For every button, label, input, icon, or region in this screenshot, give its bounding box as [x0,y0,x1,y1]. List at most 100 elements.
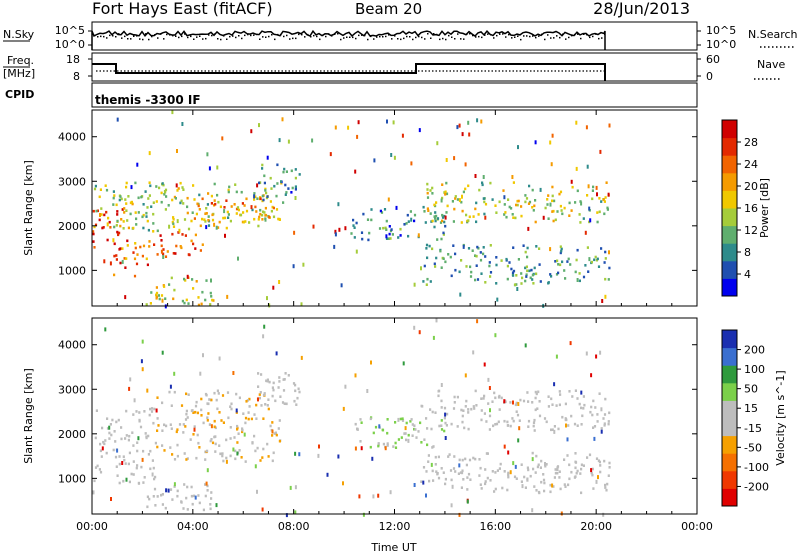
echo-cell [373,158,376,163]
echo-cell [294,185,297,188]
echo-cell [431,247,434,251]
echo-cell [558,192,561,196]
echo-cell [212,299,215,302]
echo-cell [600,427,603,430]
echo-cell [466,499,469,504]
echo-cell [442,231,445,235]
echo-cell [545,463,548,466]
echo-cell [550,275,553,278]
echo-cell [440,399,443,403]
search-dot [460,38,462,40]
echo-cell [222,216,225,220]
echo-cell [174,197,177,200]
echo-cell [226,210,229,214]
echo-cell [551,428,554,431]
echo-cell [599,149,602,154]
echo-cell [143,410,146,413]
echo-cell [216,193,219,197]
echo-cell [538,263,541,266]
echo-cell [440,424,443,427]
echo-cell [118,481,121,485]
echo-cell [599,350,602,355]
echo-cell [544,462,546,466]
echo-cell [540,480,543,484]
echo-cell [509,424,512,428]
echo-cell [294,451,297,456]
echo-cell [549,202,552,207]
echo-cell [512,181,515,184]
echo-cell [494,396,497,400]
echo-cell [475,201,478,205]
echo-cell [591,473,594,477]
echo-cell [468,132,471,137]
echo-cell [441,219,444,223]
echo-cell [531,278,534,281]
echo-cell [475,220,478,224]
echo-cell [434,211,437,214]
colorbar-tick-label: 12 [744,224,758,237]
echo-cell [549,483,552,487]
search-dot [253,34,255,36]
echo-cell [135,262,139,266]
sky-trace [91,29,606,50]
echo-cell [590,471,593,475]
search-dot [331,35,333,37]
echo-cell [556,259,559,263]
echo-cell [275,208,279,211]
echo-cell [534,390,537,394]
echo-cell [590,405,593,409]
search-dot [553,37,555,39]
search-dot [289,38,291,40]
echo-cell [407,438,410,443]
echo-cell [154,441,157,445]
echo-cell [146,263,149,267]
echo-cell [146,388,149,393]
search-dot [565,38,567,40]
echo-cell [140,195,143,199]
echo-cell [576,397,579,400]
search-dot [364,34,366,37]
echo-cell [229,426,232,429]
echo-cell [216,165,219,170]
x-tick-label: 04:00 [177,520,209,533]
echo-cell [168,224,171,229]
echo-cell [242,211,245,214]
echo-cell [483,362,486,367]
echo-cell [407,234,410,238]
echo-cell [123,211,126,214]
search-dot [355,37,357,40]
search-dot [262,36,264,38]
echo-cell [503,195,506,200]
search-tick-low: 10^0 [706,38,736,51]
echo-cell [132,413,135,416]
echo-cell [467,219,470,222]
echo-cell [92,230,95,233]
echo-cell [236,206,240,209]
echo-cell [186,485,189,489]
echo-cell [266,155,269,160]
search-dot [442,37,444,40]
echo-cell [604,486,607,489]
echo-cell [141,254,144,258]
echo-cell [608,250,610,255]
echo-cell [198,208,201,211]
echo-cell [575,120,578,125]
echo-cell [94,184,97,188]
echo-cell [449,469,453,472]
echo-cell [133,398,136,403]
echo-cell [569,341,572,346]
echo-cell [128,434,131,438]
echo-cell [192,242,195,246]
echo-cell [608,461,611,465]
echo-cell [153,477,156,481]
search-dot [199,35,201,37]
echo-cell [193,427,196,432]
search-dot [376,36,378,38]
echo-cell [467,408,470,411]
echo-cell [190,485,193,489]
search-dot [493,37,495,39]
echo-cell [275,433,278,437]
echo-cell [382,226,385,230]
search-dot [394,35,396,37]
